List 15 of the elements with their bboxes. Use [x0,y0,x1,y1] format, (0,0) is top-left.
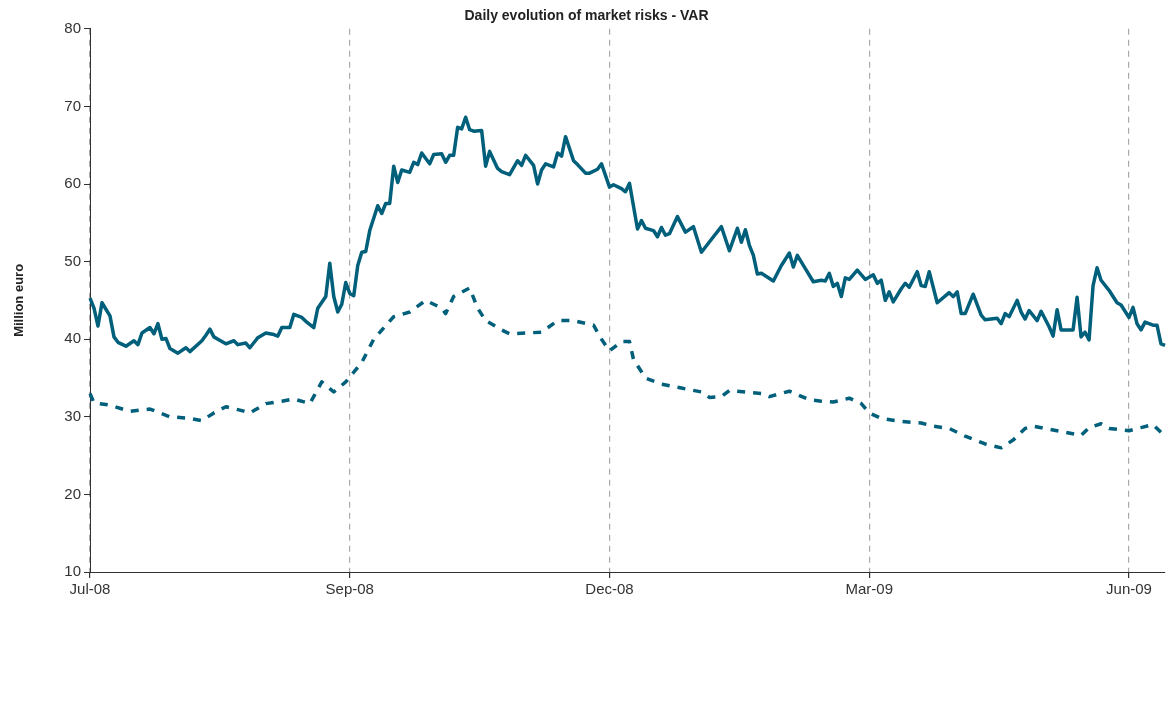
y-tick-label: 40 [64,329,81,347]
y-axis-title: Million euro [11,263,27,337]
x-tick-label: Mar-09 [845,580,894,598]
y-tick-label: 10 [64,562,81,580]
x-tick-label: Sep-08 [325,580,374,598]
y-tick-label: 80 [64,18,81,36]
y-tick-label: 60 [64,174,81,192]
chart-title: Daily evolution of market risks - VAR [464,7,709,24]
y-tick-label: 50 [64,251,81,269]
x-tick-label: Jul-08 [69,580,111,598]
y-tick-label: 70 [64,96,81,114]
y-tick-label: 30 [64,406,81,424]
x-tick-label: Jun-09 [1106,580,1152,598]
y-tick-label: 20 [64,484,81,502]
x-tick-label: Dec-08 [585,580,634,598]
